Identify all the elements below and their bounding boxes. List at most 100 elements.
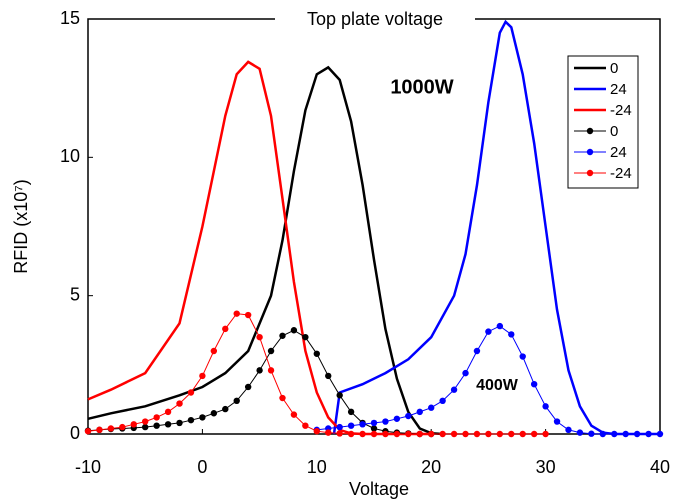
data-point xyxy=(439,430,446,438)
data-point xyxy=(485,328,492,335)
data-point xyxy=(576,429,584,436)
data-point xyxy=(428,404,435,411)
data-point xyxy=(473,430,481,438)
data-point xyxy=(233,397,240,404)
data-point xyxy=(244,311,252,319)
data-point xyxy=(645,430,652,438)
data-point xyxy=(336,392,343,399)
data-point xyxy=(530,381,538,388)
data-point xyxy=(450,430,458,438)
legend-label: 0 xyxy=(610,60,618,77)
data-point xyxy=(382,418,389,425)
legend-marker xyxy=(586,127,594,135)
data-point xyxy=(439,397,446,404)
data-point xyxy=(382,430,389,438)
data-point xyxy=(405,412,412,420)
data-point xyxy=(530,430,538,438)
data-point xyxy=(302,422,309,429)
data-point xyxy=(622,430,629,438)
annotation: 400W xyxy=(476,377,519,394)
data-point xyxy=(508,430,515,438)
data-point xyxy=(508,331,515,338)
data-point xyxy=(473,347,481,355)
data-point xyxy=(164,421,172,428)
data-point xyxy=(416,408,423,416)
data-point xyxy=(359,421,366,428)
legend-label: 24 xyxy=(610,144,627,161)
data-point xyxy=(496,322,504,330)
data-point xyxy=(519,353,526,360)
data-point xyxy=(462,430,469,438)
data-point xyxy=(553,418,561,425)
data-point xyxy=(336,430,343,437)
legend-marker xyxy=(586,148,594,156)
data-point xyxy=(199,414,206,421)
series-line xyxy=(332,19,660,436)
data-point xyxy=(107,425,115,432)
data-point xyxy=(290,411,298,418)
data-point xyxy=(485,430,492,438)
data-point xyxy=(405,430,412,438)
data-point xyxy=(325,372,332,380)
legend-label: -24 xyxy=(610,102,632,119)
y-tick-label: 10 xyxy=(60,146,80,166)
data-point xyxy=(370,419,378,427)
data-point xyxy=(565,426,572,434)
data-point xyxy=(267,347,275,355)
data-point xyxy=(153,414,160,421)
data-point xyxy=(256,367,263,374)
data-point xyxy=(176,400,183,407)
data-point xyxy=(416,430,423,438)
data-point xyxy=(347,430,355,438)
data-point xyxy=(611,430,618,438)
data-point xyxy=(462,369,469,377)
x-tick-label: 40 xyxy=(650,457,670,477)
legend-label: 24 xyxy=(610,81,627,98)
data-point xyxy=(153,422,160,429)
x-tick-label: 20 xyxy=(421,457,441,477)
data-point xyxy=(393,415,401,422)
x-tick-label: 10 xyxy=(307,457,327,477)
y-tick-label: 5 xyxy=(70,284,80,304)
data-point xyxy=(370,430,378,438)
data-point xyxy=(119,423,126,431)
data-point xyxy=(267,367,275,374)
data-point xyxy=(336,423,343,431)
data-point xyxy=(84,428,92,435)
data-point xyxy=(290,327,298,334)
x-tick-label: -10 xyxy=(75,457,101,477)
data-point xyxy=(279,332,286,339)
data-point xyxy=(359,430,366,438)
data-point xyxy=(325,429,332,436)
data-point xyxy=(244,383,252,391)
data-point xyxy=(176,419,183,427)
data-point xyxy=(450,386,458,393)
data-point xyxy=(496,430,504,438)
series-line xyxy=(87,65,443,436)
data-point xyxy=(256,333,263,341)
data-point xyxy=(370,425,378,432)
data-point xyxy=(656,430,664,438)
data-point xyxy=(96,426,103,434)
data-point xyxy=(599,430,606,438)
data-point xyxy=(588,430,595,437)
data-point xyxy=(279,394,286,402)
data-point xyxy=(347,422,355,429)
data-point xyxy=(222,405,229,413)
y-tick-label: 15 xyxy=(60,8,80,28)
legend-label: -24 xyxy=(610,165,632,182)
data-point xyxy=(428,430,435,438)
y-axis-label: RFID (x10⁷) xyxy=(11,179,31,274)
data-point xyxy=(302,333,309,341)
data-point xyxy=(347,408,355,416)
data-point xyxy=(313,350,320,357)
data-point xyxy=(142,418,149,425)
annotation: 1000W xyxy=(390,76,453,98)
data-point xyxy=(187,389,195,396)
data-point xyxy=(142,423,149,431)
data-point xyxy=(313,428,320,435)
data-point xyxy=(542,430,549,438)
data-point xyxy=(393,430,401,438)
legend-label: 0 xyxy=(610,123,618,140)
